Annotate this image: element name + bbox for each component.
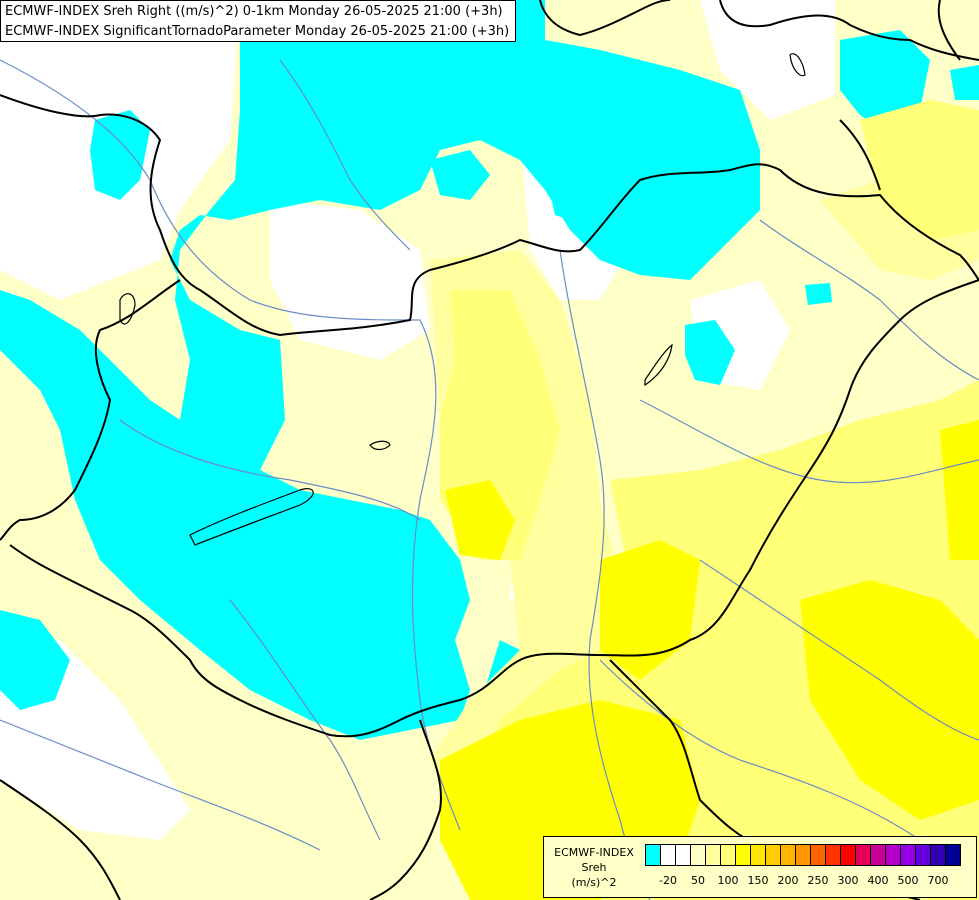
legend-swatch — [945, 844, 961, 866]
rivers — [0, 59, 979, 900]
legend-swatch — [675, 844, 691, 866]
legend-tick-label: 250 — [807, 874, 829, 887]
lakes — [119, 53, 806, 546]
legend-swatch — [750, 844, 766, 866]
legend-tick-label: 400 — [867, 874, 889, 887]
legend-swatch — [840, 844, 856, 866]
map-title-line-2: ECMWF-INDEX SignificantTornadoParameter … — [5, 24, 510, 39]
legend-swatch — [690, 844, 706, 866]
legend-tick-label: 150 — [747, 874, 769, 887]
legend-tick-label: -20 — [659, 874, 677, 887]
legend-swatch — [855, 844, 871, 866]
legend-swatch — [780, 844, 796, 866]
legend-tick-label: 200 — [777, 874, 799, 887]
legend-swatch — [930, 844, 946, 866]
legend-swatch — [765, 844, 781, 866]
legend-tick-label: 50 — [691, 874, 705, 887]
legend-tick-label: 100 — [717, 874, 739, 887]
legend-swatch — [915, 844, 931, 866]
legend-ticks: -20 50 100 150 200 250 300 400 500 700 — [645, 874, 975, 890]
legend-swatch — [645, 844, 661, 866]
legend-swatch — [795, 844, 811, 866]
legend-swatch — [720, 844, 736, 866]
map-title-box: ECMWF-INDEX Sreh Right ((m/s)^2) 0-1km M… — [0, 0, 516, 42]
legend-tick-label: 500 — [897, 874, 919, 887]
legend-tick-label: 300 — [837, 874, 859, 887]
legend-swatch — [900, 844, 916, 866]
legend-caption-line-1: ECMWF-INDEX — [554, 846, 634, 859]
legend-swatch — [735, 844, 751, 866]
legend-caption-line-3: (m/s)^2 — [571, 876, 617, 889]
legend-caption-line-2: Sreh — [581, 861, 607, 874]
legend-swatch — [660, 844, 676, 866]
legend-caption: ECMWF-INDEX Sreh (m/s)^2 — [546, 845, 642, 890]
legend-tick-label: 700 — [927, 874, 949, 887]
legend-swatch — [885, 844, 901, 866]
legend-swatch — [825, 844, 841, 866]
legend-swatches — [645, 844, 961, 866]
legend-swatch — [705, 844, 721, 866]
legend-swatch — [870, 844, 886, 866]
color-legend: ECMWF-INDEX Sreh (m/s)^2 -20 50 100 150 200 2… — [543, 836, 977, 898]
legend-swatch — [810, 844, 826, 866]
map-title-line-1: ECMWF-INDEX Sreh Right ((m/s)^2) 0-1km M… — [5, 4, 503, 19]
